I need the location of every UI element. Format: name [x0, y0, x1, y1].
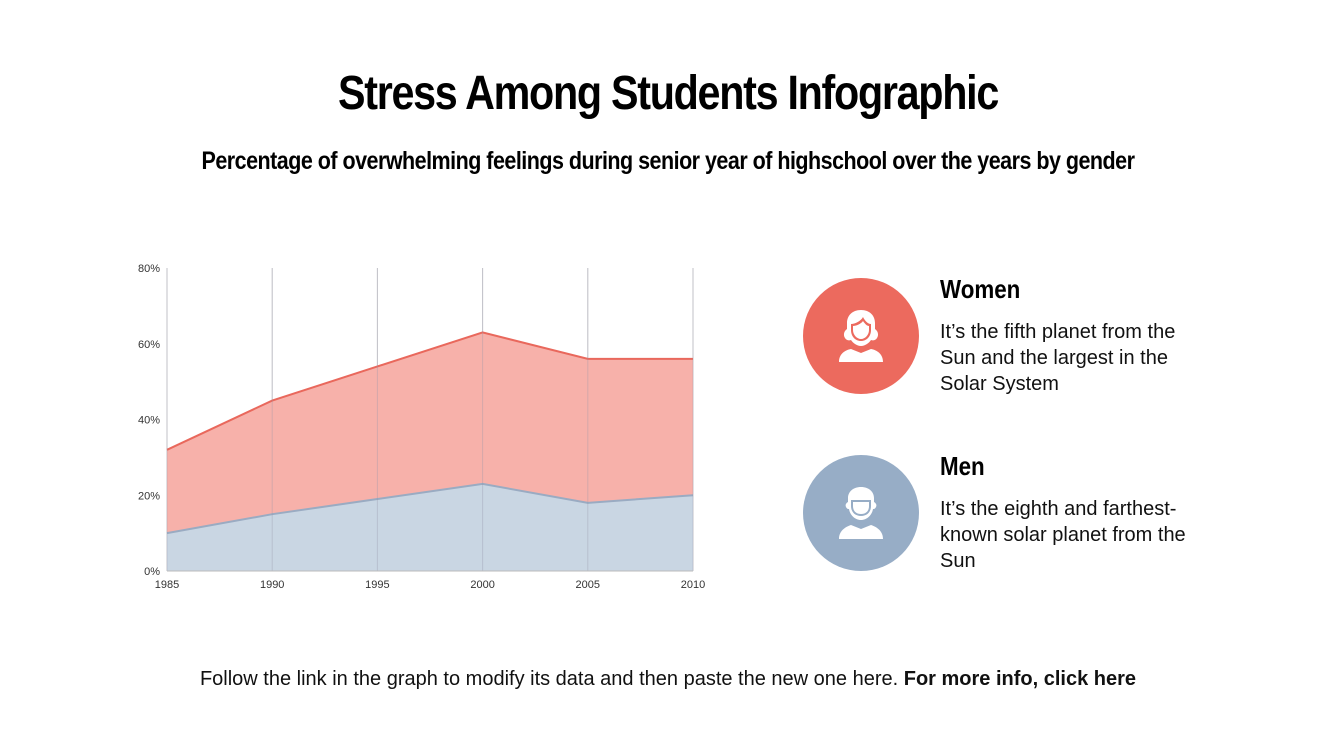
x-tick-label: 2000 — [470, 579, 494, 591]
men-label: Men — [940, 451, 985, 481]
x-tick-label: 2005 — [576, 579, 600, 591]
page-subtitle: Percentage of overwhelming feelings duri… — [201, 147, 1135, 175]
y-tick-label: 40% — [138, 415, 160, 427]
area-men — [167, 483, 693, 571]
line-men — [166, 482, 694, 535]
x-tick-label: 1985 — [155, 579, 179, 591]
x-tick-label: 1995 — [365, 579, 389, 591]
x-tick-label: 2010 — [681, 579, 705, 591]
footer-text: Follow the link in the graph to modify i… — [199, 668, 899, 690]
y-tick-label: 20% — [138, 490, 160, 502]
area-chart: 1985 1990 1995 2000 2005 2010 0% 20% 40% 60% 80% — [138, 263, 705, 591]
y-tick-label: 0% — [144, 566, 160, 578]
x-tick-label: 1990 — [260, 579, 284, 591]
y-tick-label: 80% — [138, 263, 160, 275]
women-avatar — [803, 278, 919, 394]
line-women — [166, 331, 693, 451]
man-icon — [839, 487, 883, 539]
y-tick-label: 60% — [138, 339, 160, 351]
women-description: It’s the fifth planet from the Sun and t… — [940, 321, 1176, 395]
more-info-link[interactable]: For more info, click here — [903, 668, 1137, 690]
page-title: Stress Among Students Infographic — [337, 67, 999, 120]
footer: Follow the link in the graph to modify i… — [0, 668, 1336, 691]
woman-icon — [839, 310, 883, 362]
men-description: It’s the eighth and farthest-known solar… — [940, 498, 1186, 572]
men-avatar — [803, 455, 919, 571]
women-label: Women — [940, 274, 1021, 304]
